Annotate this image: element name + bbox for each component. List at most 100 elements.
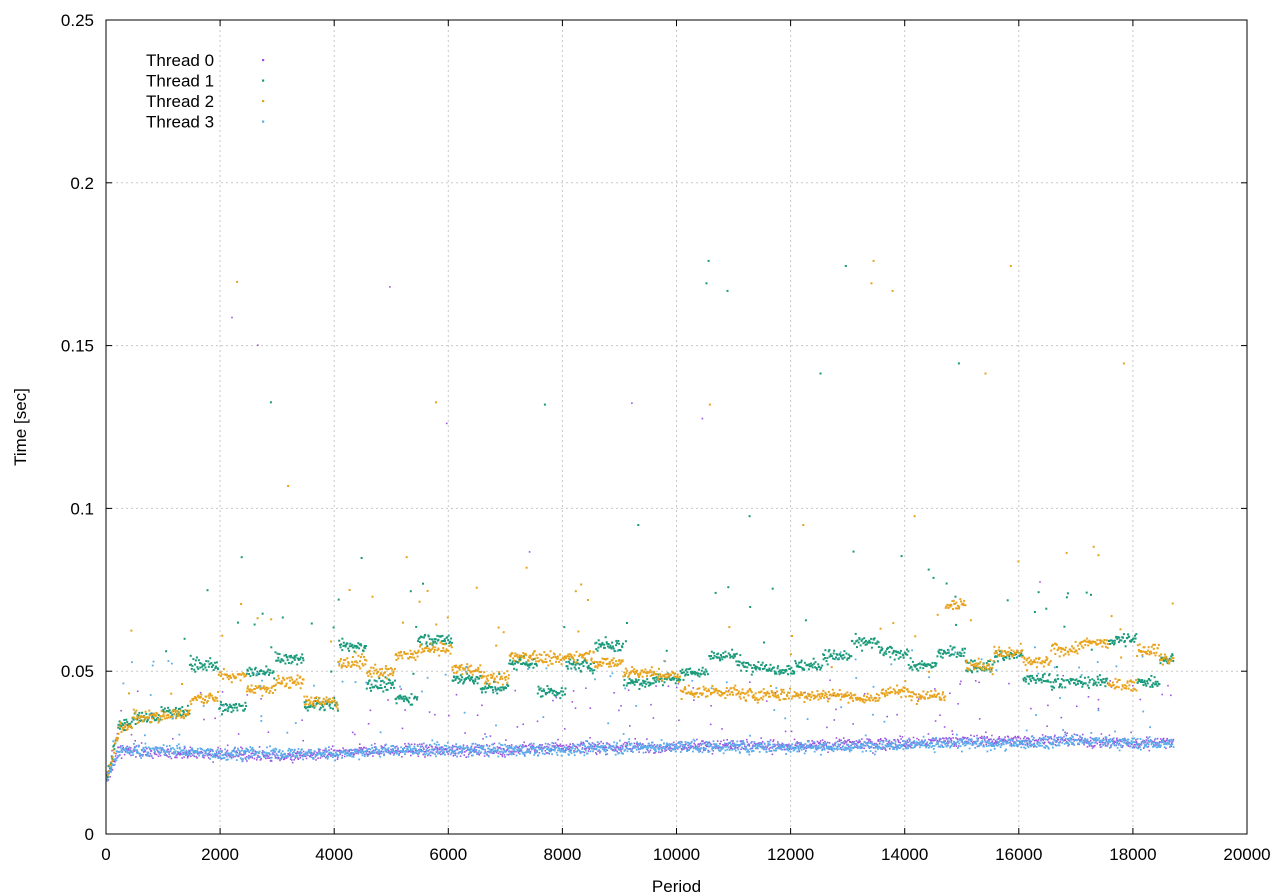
data-point (902, 744, 904, 746)
data-point (137, 716, 140, 719)
data-point (1148, 749, 1151, 752)
data-point (1128, 741, 1130, 744)
data-point (754, 692, 757, 695)
data-point (692, 692, 695, 695)
data-point (923, 696, 926, 699)
data-point (147, 754, 149, 757)
data-point (1135, 740, 1138, 743)
data-point (163, 707, 166, 710)
data-point (591, 661, 594, 664)
data-point (998, 654, 1001, 657)
data-point (1150, 645, 1153, 648)
data-point (1096, 675, 1099, 678)
data-point (730, 746, 733, 749)
data-point (900, 738, 902, 740)
data-point (1024, 680, 1027, 683)
data-point (339, 753, 341, 756)
data-point (337, 750, 339, 752)
data-point (891, 691, 894, 694)
data-point (573, 745, 576, 747)
data-point (649, 683, 652, 686)
data-point (317, 699, 319, 702)
data-point (649, 669, 652, 672)
data-point (1060, 716, 1063, 719)
data-point (177, 714, 180, 717)
data-point (742, 747, 745, 750)
data-point (451, 666, 454, 669)
data-point (791, 635, 793, 637)
data-point (397, 657, 400, 660)
data-point (600, 740, 602, 743)
data-point (291, 660, 294, 663)
data-point (160, 706, 163, 709)
data-point (566, 655, 569, 658)
data-point (1017, 735, 1019, 738)
data-point (494, 686, 497, 689)
data-point (313, 700, 315, 703)
data-point (935, 662, 938, 665)
data-point (870, 696, 873, 699)
data-point (1015, 737, 1017, 739)
data-point (404, 652, 407, 655)
data-point (252, 674, 255, 676)
data-point (952, 653, 955, 656)
data-point (1037, 738, 1040, 741)
data-point (881, 748, 884, 750)
data-point (497, 626, 500, 629)
data-point (435, 623, 438, 626)
data-point (710, 743, 713, 746)
data-point (806, 664, 809, 667)
data-point (599, 643, 602, 646)
data-point (818, 695, 821, 698)
data-point (389, 672, 392, 675)
data-point (801, 667, 804, 670)
data-point (547, 746, 550, 748)
data-point (770, 690, 773, 692)
data-point (449, 652, 452, 655)
data-point (716, 740, 719, 742)
data-point (452, 671, 455, 674)
data-point (117, 751, 119, 753)
data-point (360, 557, 363, 559)
data-point (262, 754, 265, 756)
data-point (148, 754, 150, 757)
data-points (106, 259, 1175, 782)
data-point (1114, 741, 1117, 743)
data-point (373, 686, 375, 689)
data-point (374, 742, 376, 745)
data-point (1089, 739, 1092, 742)
data-point (126, 745, 128, 748)
data-point (1146, 652, 1149, 655)
data-point (484, 733, 486, 735)
data-point (1030, 659, 1032, 662)
data-point (1046, 657, 1049, 660)
data-point (900, 688, 903, 691)
data-point (653, 677, 656, 679)
data-point (483, 671, 486, 674)
data-point (817, 693, 820, 696)
data-point (787, 745, 789, 748)
data-point (491, 674, 494, 677)
data-point (899, 656, 902, 659)
data-point (109, 768, 112, 771)
data-point (980, 742, 982, 745)
data-point (894, 692, 897, 695)
data-point (865, 639, 867, 642)
data-point (773, 743, 776, 746)
data-point (120, 745, 122, 747)
data-point (906, 648, 908, 651)
data-point (1113, 741, 1115, 743)
data-point (463, 667, 466, 670)
data-point (886, 742, 889, 745)
data-point (698, 668, 700, 671)
data-point (334, 702, 337, 705)
data-point (975, 667, 978, 670)
data-point (1027, 661, 1030, 664)
data-point (713, 690, 716, 693)
data-point (851, 640, 854, 643)
data-point (960, 737, 962, 740)
data-point (1078, 739, 1081, 742)
data-point (783, 669, 786, 672)
data-point (239, 679, 242, 682)
data-point (465, 677, 468, 680)
